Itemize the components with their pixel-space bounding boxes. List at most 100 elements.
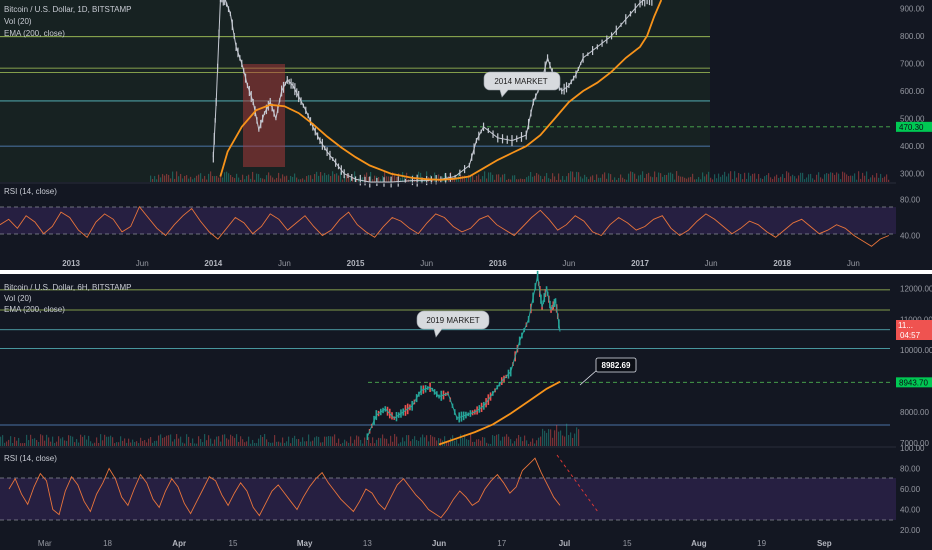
bot-volume-bar bbox=[62, 437, 64, 446]
bot-volume-bar bbox=[520, 436, 522, 446]
top-volume-bar bbox=[152, 178, 154, 182]
bot-volume-bar bbox=[258, 438, 260, 446]
bottom-price-axis[interactable]: 12000.0011000.0010000.009000.008000.0070… bbox=[896, 284, 932, 448]
bot-volume-bar bbox=[418, 440, 420, 446]
top-volume-bar bbox=[838, 173, 840, 182]
bottom-time-axis[interactable]: Mar 18 Apr 15 May 13 Jun 17 Jul 15 Aug 19 Sep bbox=[38, 539, 832, 548]
top-chart: 2014 MARKET Bitcoin / U.S. Dollar, 1D, B… bbox=[0, 0, 932, 268]
top-volume-bar bbox=[744, 172, 746, 182]
top-volume-bar bbox=[302, 178, 304, 182]
bot-volume-bar bbox=[196, 443, 198, 446]
top-volume-bar bbox=[236, 173, 238, 182]
bot-volume-bar bbox=[406, 435, 408, 446]
bottom-rsi-label: RSI (14, close) bbox=[4, 454, 57, 463]
top-volume-bar bbox=[628, 173, 630, 182]
bot-volume-bar bbox=[332, 436, 334, 446]
bot-volume-bar bbox=[356, 435, 358, 446]
top-volume-bar bbox=[154, 176, 156, 182]
top-volume-bar bbox=[776, 174, 778, 182]
top-price-tick: 800.00 bbox=[900, 32, 925, 41]
bot-volume-bar bbox=[408, 435, 410, 446]
bot-volume-bar bbox=[426, 435, 428, 446]
top-volume-bar bbox=[300, 179, 302, 182]
bot-volume-bar bbox=[388, 443, 390, 446]
top-volume-bar bbox=[806, 177, 808, 182]
bot-volume-bar bbox=[152, 442, 154, 446]
top-price-tick: 300.00 bbox=[900, 170, 925, 179]
top-volume-bar bbox=[764, 176, 766, 182]
bot-volume-bar bbox=[184, 443, 186, 446]
bot-volume-bar bbox=[232, 436, 234, 446]
top-volume-bar bbox=[736, 177, 738, 182]
top-volume-bar bbox=[800, 172, 802, 182]
top-volume-bar bbox=[770, 177, 772, 182]
bot-volume-bar bbox=[114, 443, 116, 446]
top-volume-bar bbox=[456, 176, 458, 182]
top-volume-bar bbox=[316, 171, 318, 182]
top-volume-bar bbox=[616, 179, 618, 182]
top-volume-bar bbox=[260, 177, 262, 182]
bot-volume-bar bbox=[68, 435, 70, 446]
top-candle bbox=[644, 0, 646, 7]
top-volume-bar bbox=[184, 175, 186, 182]
top-volume-bar bbox=[700, 179, 702, 182]
bot-volume-bar bbox=[424, 437, 426, 446]
top-volume-bar bbox=[356, 179, 358, 182]
bot-volume-bar bbox=[454, 440, 456, 446]
top-time-axis[interactable]: 2013 Jun 2014 Jun 2015 Jun 2016 Jun 2017 Jun 2018 J… bbox=[62, 259, 860, 268]
top-volume-bar bbox=[422, 177, 424, 182]
bottom-rsi-axis[interactable]: 100.00 80.00 60.00 40.00 20.00 bbox=[900, 444, 925, 535]
top-volume-bar bbox=[656, 177, 658, 182]
bot-volume-bar bbox=[72, 436, 74, 446]
bottom-legend-vol: Vol (20) bbox=[4, 294, 32, 303]
top-ema-series bbox=[219, 0, 663, 181]
bot-volume-bar bbox=[222, 434, 224, 446]
bot-volume-bar bbox=[390, 435, 392, 446]
bot-volume-bar bbox=[404, 441, 406, 446]
bot-volume-bar bbox=[308, 434, 310, 446]
bot-volume-bar bbox=[516, 438, 518, 446]
bot-volume-bar bbox=[60, 438, 62, 446]
bot-volume-bar bbox=[250, 443, 252, 446]
top-volume-bar bbox=[672, 173, 674, 182]
top-time-tick: Jun bbox=[847, 259, 860, 268]
top-volume-bar bbox=[222, 177, 224, 182]
top-volume-bar bbox=[382, 175, 384, 182]
top-volume-bar bbox=[590, 176, 592, 182]
top-volume-bar bbox=[714, 174, 716, 182]
top-volume-bar bbox=[330, 176, 332, 182]
bot-volume-bar bbox=[532, 438, 534, 446]
top-price-axis[interactable]: 900.00 800.00 700.00 600.00 500.00 400.00 300.… bbox=[896, 4, 932, 179]
top-volume-bar bbox=[808, 174, 810, 182]
bot-rsi-tick: 60.00 bbox=[900, 485, 921, 494]
top-volume-bar bbox=[290, 175, 292, 182]
bot-volume-bar bbox=[474, 441, 476, 446]
bot-volume-bar bbox=[534, 443, 536, 446]
bot-volume-bar bbox=[86, 439, 88, 446]
top-volume-bar bbox=[646, 173, 648, 182]
top-volume-bar bbox=[874, 177, 876, 182]
top-volume-bar bbox=[612, 179, 614, 182]
top-volume-bar bbox=[886, 174, 888, 182]
top-volume-bar bbox=[870, 177, 872, 182]
top-volume-bar bbox=[768, 173, 770, 182]
bot-volume-bar bbox=[430, 434, 432, 446]
bot-volume-bar bbox=[190, 442, 192, 446]
bot-volume-bar bbox=[322, 442, 324, 446]
top-time-tick: 2013 bbox=[62, 259, 80, 268]
bot-volume-bar bbox=[188, 436, 190, 446]
top-volume-bar bbox=[726, 176, 728, 182]
bot-time-tick: 15 bbox=[229, 539, 238, 548]
top-volume-bar bbox=[790, 176, 792, 182]
top-volume-bar bbox=[490, 172, 492, 182]
top-volume-bar bbox=[352, 177, 354, 182]
bot-volume-bar bbox=[284, 442, 286, 446]
top-price-tick: 700.00 bbox=[900, 59, 925, 68]
top-volume-bar bbox=[816, 174, 818, 182]
top-volume-bar bbox=[668, 172, 670, 182]
bot-volume-bar bbox=[66, 440, 68, 446]
top-volume-bar bbox=[856, 179, 858, 182]
top-rsi-axis[interactable]: 80.00 40.00 bbox=[900, 196, 921, 241]
bot-volume-bar bbox=[560, 430, 562, 446]
top-volume-bar bbox=[338, 175, 340, 182]
